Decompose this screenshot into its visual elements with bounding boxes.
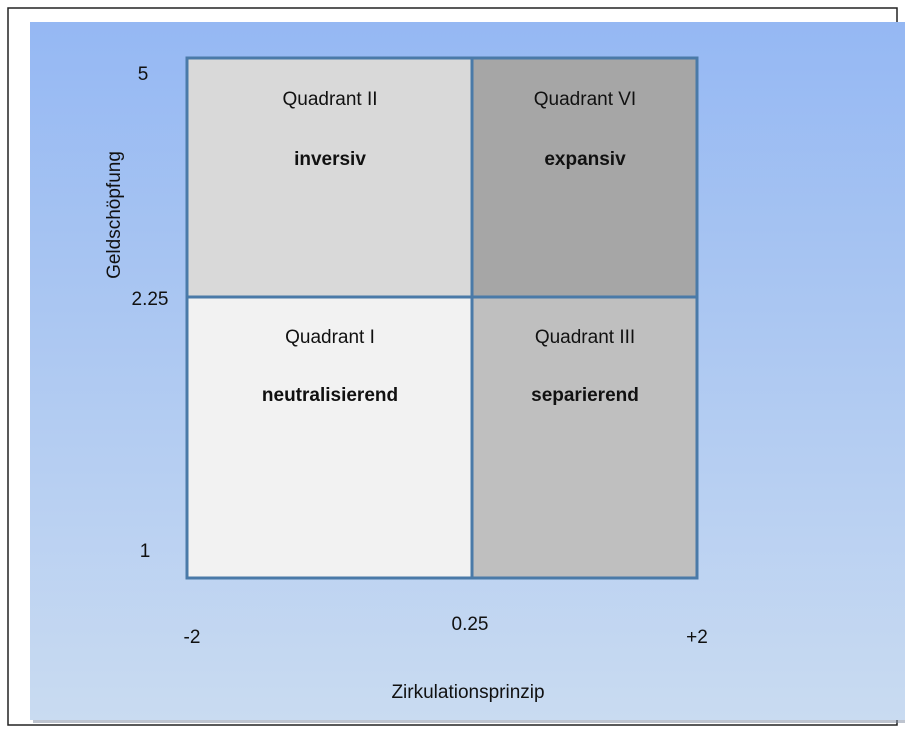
quadrant-name: Quadrant III <box>535 327 635 348</box>
quadrant-cell <box>470 295 699 580</box>
quadrant-label: separierend <box>531 385 639 406</box>
quadrant-label: inversiv <box>294 149 366 170</box>
quadrant-label: neutralisierend <box>262 385 398 406</box>
quadrant-label: expansiv <box>544 149 626 170</box>
quadrant-name: Quadrant II <box>282 89 377 110</box>
quadrant-name: Quadrant VI <box>534 89 636 110</box>
x-tick-label: +2 <box>686 627 708 648</box>
y-tick-label: 1 <box>140 541 151 562</box>
x-axis-label: Zirkulationsprinzip <box>391 682 544 703</box>
x-tick-label: 0.25 <box>452 614 489 635</box>
y-axis-label: Geldschöpfung <box>104 151 125 279</box>
quadrant-cell <box>185 295 474 580</box>
grid <box>185 56 699 580</box>
x-tick-label: -2 <box>184 627 201 648</box>
y-tick-label: 2.25 <box>132 289 169 310</box>
y-tick-label: 5 <box>138 64 149 85</box>
quadrant-cell <box>470 56 699 299</box>
quadrant-name: Quadrant I <box>285 327 375 348</box>
